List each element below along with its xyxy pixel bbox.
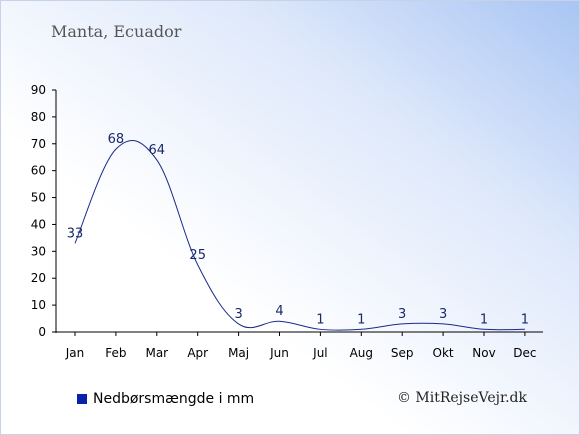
y-tick-label-30: 30 <box>31 244 46 258</box>
y-tick-label-80: 80 <box>31 110 46 124</box>
data-label-nov: 1 <box>480 312 488 327</box>
data-label-jul: 1 <box>316 312 324 327</box>
x-tick-label-nov: Nov <box>472 346 495 360</box>
x-tick-label-maj: Maj <box>228 346 249 360</box>
y-tick-label-20: 20 <box>31 271 46 285</box>
data-label-okt: 3 <box>439 307 447 322</box>
x-tick-label-jul: Jul <box>312 346 327 360</box>
data-label-feb: 68 <box>108 132 125 147</box>
y-tick-label-10: 10 <box>31 298 46 312</box>
y-tick-label-60: 60 <box>31 164 46 178</box>
data-label-aug: 1 <box>357 312 365 327</box>
data-label-sep: 3 <box>398 307 406 322</box>
x-tick-label-mar: Mar <box>145 346 168 360</box>
legend: Nedbørsmængde i mm <box>77 391 254 407</box>
copyright-text: © MitRejseVejr.dk <box>396 390 527 406</box>
data-label-jan: 33 <box>67 226 84 241</box>
legend-swatch <box>77 394 87 404</box>
x-tick-label-feb: Feb <box>105 346 126 360</box>
axes: 0 10 20 30 40 50 60 70 80 90 Jan Feb Mar Apr Maj Jun Jul… <box>31 83 543 360</box>
data-label-jun: 4 <box>275 304 283 319</box>
data-label-mar: 64 <box>149 143 166 158</box>
chart-title: Manta, Ecuador <box>51 22 182 41</box>
x-tick-label-apr: Apr <box>187 346 208 360</box>
y-tick-label-40: 40 <box>31 217 46 231</box>
y-tick-label-70: 70 <box>31 137 46 151</box>
x-tick-label-sep: Sep <box>391 346 414 360</box>
data-label-apr: 25 <box>189 248 206 263</box>
data-label-dec: 1 <box>521 312 529 327</box>
y-tick-label-90: 90 <box>31 83 46 97</box>
legend-label: Nedbørsmængde i mm <box>93 391 255 407</box>
x-tick-label-jan: Jan <box>65 346 85 360</box>
y-tick-label-50: 50 <box>31 191 46 205</box>
x-tick-label-dec: Dec <box>513 346 536 360</box>
series-line-precipitation <box>74 139 525 331</box>
y-tick-label-0: 0 <box>38 325 46 339</box>
x-tick-label-jun: Jun <box>269 346 289 360</box>
series-layer <box>74 139 525 331</box>
x-tick-label-aug: Aug <box>350 346 373 360</box>
data-label-maj: 3 <box>234 307 242 322</box>
x-tick-label-okt: Okt <box>433 346 454 360</box>
